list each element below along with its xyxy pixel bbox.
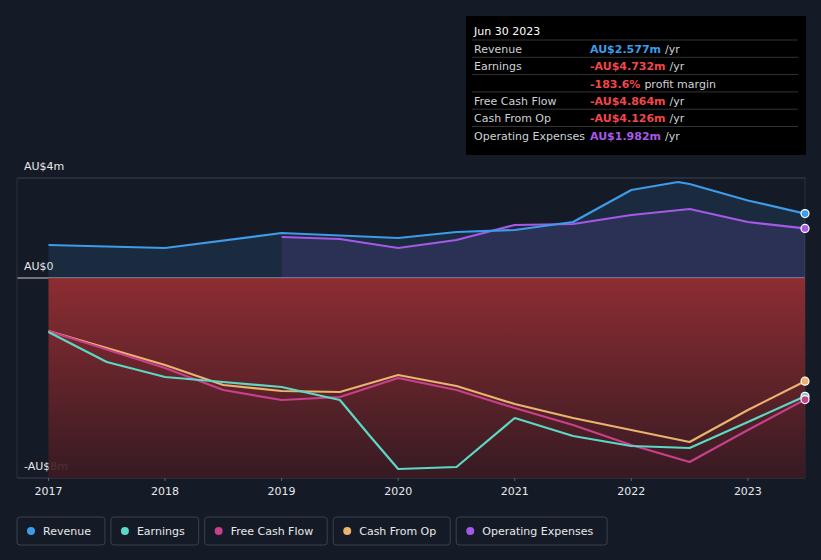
x-tick (398, 478, 399, 481)
legend-label: Earnings (137, 525, 185, 538)
legend-swatch (466, 527, 474, 535)
loss-region (48, 278, 805, 478)
end-marker (801, 224, 809, 232)
tooltip-label: Operating Expenses (474, 130, 585, 143)
tooltip-unit: /yr (670, 112, 685, 125)
end-marker (801, 396, 809, 404)
legend-item: Revenue (17, 517, 105, 545)
tooltip-unit: /yr (670, 60, 685, 73)
tooltip-value: AU$1.982m (590, 130, 661, 143)
legend-label: Free Cash Flow (231, 525, 314, 538)
end-marker (801, 210, 809, 218)
series-line (48, 182, 805, 248)
series-area (282, 209, 805, 278)
tooltip-separator (472, 109, 798, 110)
tooltip-label: Earnings (474, 60, 522, 73)
tooltip-separator (472, 40, 798, 41)
legend-box (205, 517, 328, 545)
series-line (48, 332, 805, 469)
legend-swatch (121, 527, 129, 535)
tooltip-separator (472, 57, 798, 58)
tooltip-value: -AU$4.864m (590, 95, 666, 108)
series-line (48, 331, 805, 442)
background (0, 0, 821, 560)
tooltip-value: -AU$4.732m (590, 60, 666, 73)
x-tick (165, 478, 166, 481)
y-tick-label: AU$4m (24, 160, 64, 173)
x-tick (747, 478, 748, 481)
x-tick (48, 478, 49, 481)
tooltip-value: AU$2.577m (590, 43, 661, 56)
legend-swatch (27, 527, 35, 535)
tooltip-separator (472, 74, 798, 75)
end-marker (801, 377, 809, 385)
tooltip-value: -AU$4.126m (590, 112, 666, 125)
x-tick-label: 2019 (268, 485, 296, 498)
x-tick-label: 2022 (617, 485, 645, 498)
tooltip-label: Cash From Op (474, 112, 551, 125)
tooltip-unit: /yr (665, 130, 680, 143)
tooltip-separator (472, 91, 798, 92)
grid-line (17, 178, 805, 179)
series-area (48, 182, 805, 278)
x-tick-label: 2018 (151, 485, 179, 498)
legend-box (17, 517, 105, 545)
tooltip-label: Revenue (474, 43, 522, 56)
x-tick (514, 478, 515, 481)
tooltip-date: Jun 30 2023 (473, 25, 540, 38)
x-tick-label: 2020 (384, 485, 412, 498)
legend-swatch (343, 527, 351, 535)
tooltip: Jun 30 2023 Revenue AU$2.577m/yr Earnings -A… (466, 16, 806, 155)
series-line (48, 331, 805, 462)
plot-area (48, 182, 805, 478)
series-line (282, 209, 805, 248)
tooltip-unit: /yr (670, 95, 685, 108)
x-tick-label: 2023 (734, 485, 762, 498)
tooltip-value: -183.6% (590, 78, 640, 91)
legend-label: Revenue (43, 525, 91, 538)
axis-line (17, 178, 18, 478)
legend-box (111, 517, 199, 545)
legend-swatch (215, 527, 223, 535)
chart: AU$4mAU$0-AU$8m2017201820192020202120222… (0, 0, 821, 560)
x-tick-label: 2021 (501, 485, 529, 498)
legend-item: Cash From Op (333, 517, 450, 545)
tooltip-box (466, 16, 806, 155)
legend-label: Cash From Op (359, 525, 436, 538)
tooltip-separator (472, 126, 798, 127)
legend-label: Operating Expenses (482, 525, 593, 538)
legend-item: Earnings (111, 517, 199, 545)
x-tick (281, 478, 282, 481)
legend-item: Operating Expenses (456, 517, 607, 545)
tooltip-unit: profit margin (644, 78, 716, 91)
x-tick (631, 478, 632, 481)
legend-box (333, 517, 450, 545)
tooltip-label: Free Cash Flow (474, 95, 557, 108)
tooltip-unit: /yr (665, 43, 680, 56)
x-tick-label: 2017 (34, 485, 62, 498)
legend-box (456, 517, 607, 545)
legend-item: Free Cash Flow (205, 517, 328, 545)
